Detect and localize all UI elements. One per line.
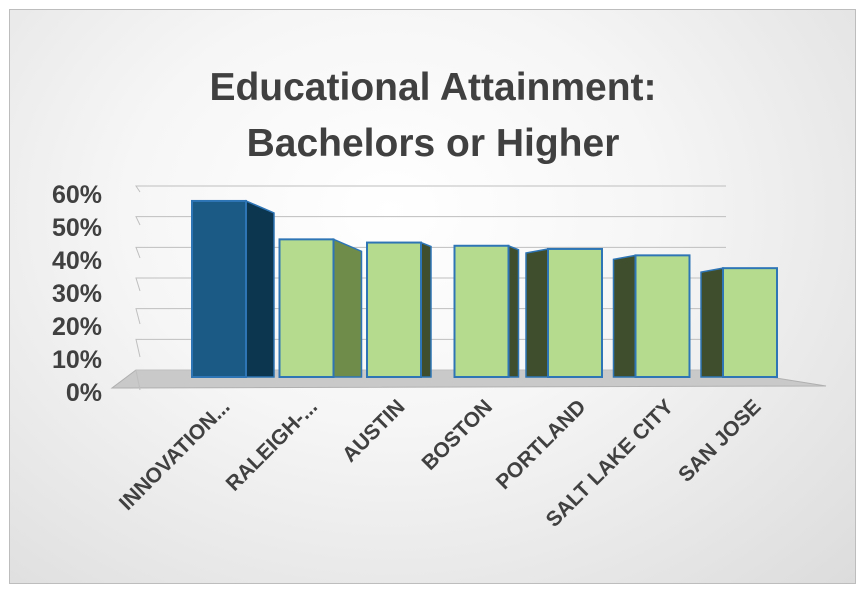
gridline (135, 246, 726, 259)
bar (634, 254, 691, 378)
bar (366, 241, 422, 378)
gridline (135, 216, 726, 226)
y-tick-label: 50% (52, 214, 102, 242)
x-tick-label: RALEIGH-... (222, 395, 322, 495)
x-tick-label: INNOVATION... (115, 395, 235, 515)
x-tick-label: BOSTON (418, 395, 498, 475)
bar-side (332, 238, 363, 378)
y-tick-label: 30% (52, 280, 102, 308)
bar (453, 244, 510, 378)
bar-side (525, 248, 549, 378)
bar-side (245, 199, 275, 378)
gridline (135, 185, 726, 193)
bar (547, 247, 603, 378)
chart-title: Educational Attainment: Bachelors or Hig… (0, 60, 866, 172)
bar (191, 199, 247, 378)
y-tick-label: 10% (52, 346, 102, 374)
bar-side (507, 244, 520, 378)
x-tick-label: SAN JOSE (674, 395, 765, 486)
x-tick-label: PORTLAND (492, 395, 591, 494)
bar-side (420, 241, 432, 378)
bar (278, 238, 335, 378)
y-tick-label: 60% (52, 181, 102, 209)
chart-title-line-2: Bachelors or Higher (246, 122, 620, 165)
x-tick-label: AUSTIN (338, 395, 410, 467)
chart-title-line-1: Educational Attainment: (209, 66, 657, 109)
bar (722, 267, 778, 378)
bar-side (700, 267, 724, 378)
y-tick-label: 40% (52, 247, 102, 275)
y-tick-label: 0% (66, 379, 102, 407)
bar-side (612, 254, 637, 378)
y-tick-label: 20% (52, 313, 102, 341)
